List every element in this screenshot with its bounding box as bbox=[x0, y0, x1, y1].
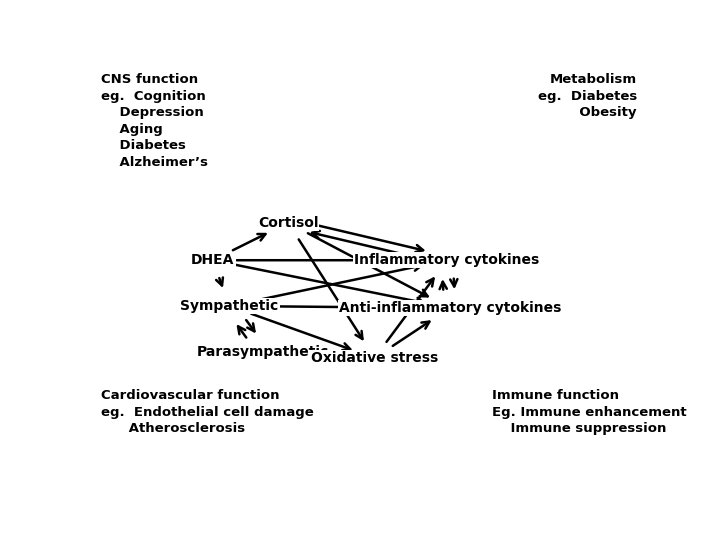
Text: Cortisol: Cortisol bbox=[258, 216, 318, 230]
Text: Anti-inflammatory cytokines: Anti-inflammatory cytokines bbox=[338, 301, 561, 315]
Text: CNS function
eg.  Cognition
    Depression
    Aging
    Diabetes
    Alzheimer’: CNS function eg. Cognition Depression Ag… bbox=[101, 73, 208, 168]
Text: Oxidative stress: Oxidative stress bbox=[311, 351, 438, 365]
Text: Parasympathetic: Parasympathetic bbox=[197, 345, 329, 359]
Text: Inflammatory cytokines: Inflammatory cytokines bbox=[354, 253, 540, 267]
Text: DHEA: DHEA bbox=[191, 253, 235, 267]
Text: Metabolism
eg.  Diabetes
       Obesity: Metabolism eg. Diabetes Obesity bbox=[538, 73, 637, 119]
Text: Sympathetic: Sympathetic bbox=[181, 299, 279, 313]
Text: Immune function
Eg. Immune enhancement
    Immune suppression: Immune function Eg. Immune enhancement I… bbox=[492, 389, 686, 435]
Text: Cardiovascular function
eg.  Endothelial cell damage
      Atherosclerosis: Cardiovascular function eg. Endothelial … bbox=[101, 389, 314, 435]
